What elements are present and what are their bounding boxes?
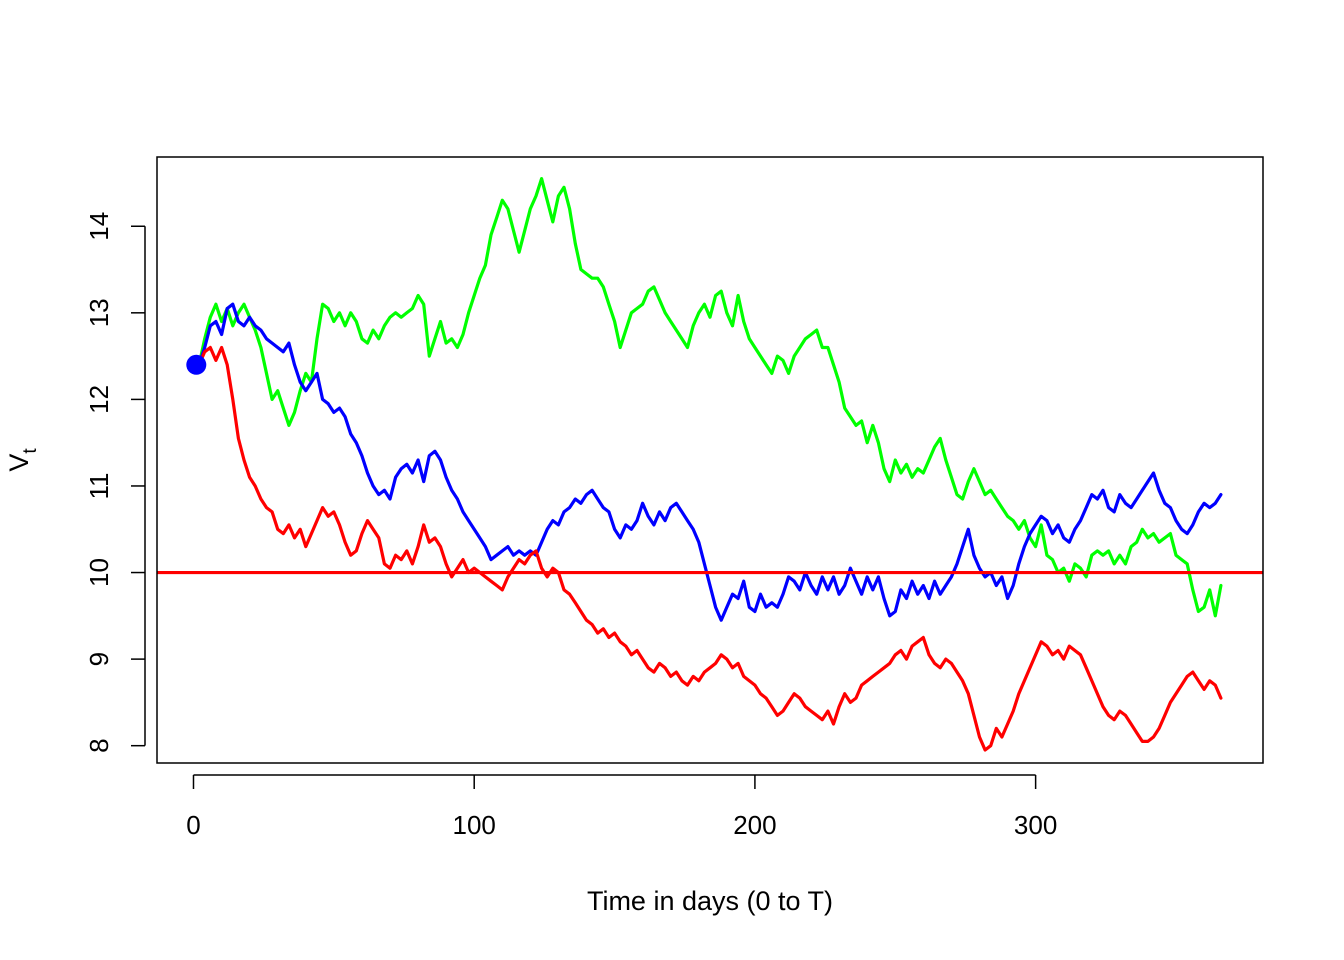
series-line-1 <box>197 177 1223 618</box>
y-tick-label: 14 <box>84 212 114 241</box>
series-layer <box>197 177 1223 752</box>
x-tick-label: 0 <box>186 810 200 840</box>
y-tick-label: 12 <box>84 385 114 414</box>
y-tick-label: 13 <box>84 298 114 327</box>
y-tick-label: 8 <box>84 738 114 752</box>
series-line-2 <box>197 302 1223 622</box>
x-tick-label: 300 <box>1014 810 1057 840</box>
x-tick-label: 200 <box>733 810 776 840</box>
y-axis: 8 9 10 11 12 13 14 <box>84 212 146 753</box>
series-line-3 <box>197 345 1223 752</box>
y-tick-label: 11 <box>84 472 114 499</box>
start-point <box>186 354 207 375</box>
y-axis-title: Vt <box>4 448 41 472</box>
y-tick-label: 9 <box>84 652 114 666</box>
y-tick-label: 10 <box>84 558 114 587</box>
y-axis-title-main: V <box>4 454 34 472</box>
plot-frame <box>156 156 1264 764</box>
x-tick-label: 100 <box>453 810 496 840</box>
x-axis: 0 100 200 300 <box>186 774 1057 840</box>
x-axis-title: Time in days (0 to T) <box>587 886 833 916</box>
y-axis-title-subscript: t <box>20 448 41 454</box>
